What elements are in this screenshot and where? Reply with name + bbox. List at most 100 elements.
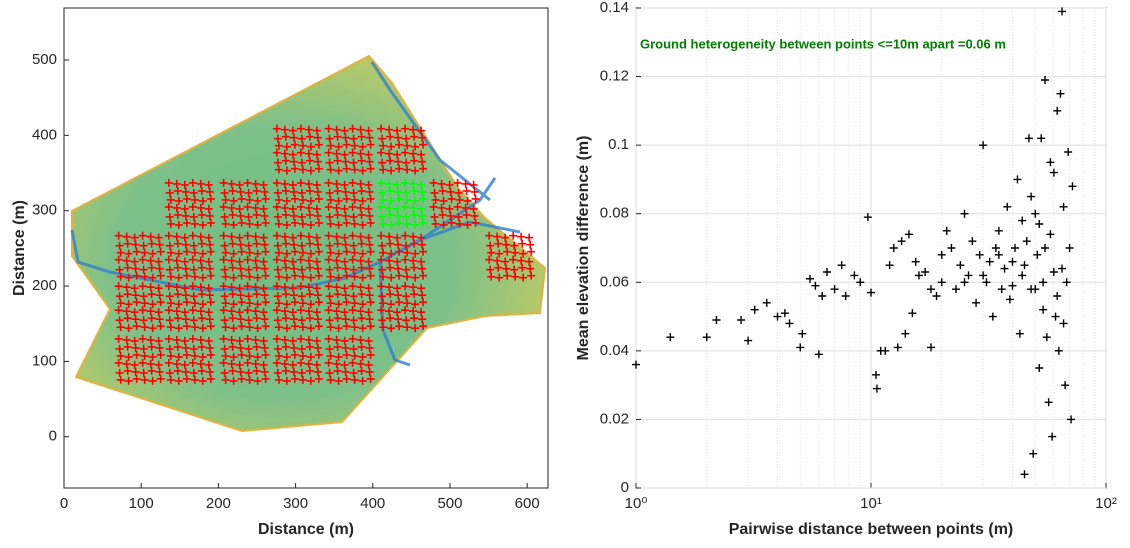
x-tick-label: 200 bbox=[206, 495, 231, 512]
point bbox=[1068, 182, 1077, 191]
y-tick-label: 500 bbox=[32, 51, 57, 68]
point bbox=[841, 292, 850, 300]
point bbox=[964, 271, 973, 280]
x-axis-label: Pairwise distance between points (m) bbox=[729, 521, 1014, 538]
point bbox=[979, 141, 988, 150]
point bbox=[1040, 244, 1049, 252]
point bbox=[773, 312, 782, 321]
plot-cluster bbox=[164, 178, 215, 229]
point bbox=[1039, 278, 1048, 287]
y-tick-label: 0 bbox=[621, 479, 629, 496]
point bbox=[798, 329, 807, 338]
point bbox=[1058, 264, 1067, 273]
point bbox=[1064, 148, 1073, 156]
point bbox=[1037, 134, 1046, 143]
point bbox=[1027, 192, 1036, 201]
point bbox=[1013, 175, 1022, 184]
point bbox=[871, 370, 880, 379]
y-tick-label: 0.02 bbox=[600, 410, 629, 427]
point bbox=[1024, 134, 1033, 143]
point bbox=[780, 309, 789, 318]
point bbox=[988, 312, 997, 321]
point bbox=[1020, 470, 1029, 479]
point bbox=[1054, 346, 1063, 355]
point bbox=[823, 268, 832, 276]
plot-cluster bbox=[219, 334, 270, 385]
point bbox=[1035, 220, 1044, 228]
point bbox=[893, 343, 902, 352]
point bbox=[952, 285, 961, 294]
x-tick-label: 400 bbox=[360, 495, 385, 512]
point bbox=[1018, 216, 1027, 225]
plot-cluster bbox=[114, 282, 165, 333]
plot-cluster bbox=[324, 334, 375, 385]
point bbox=[1053, 292, 1062, 300]
point bbox=[1046, 230, 1055, 239]
plot-cluster bbox=[272, 178, 323, 229]
y-tick-label: 0.08 bbox=[600, 205, 629, 222]
point bbox=[982, 278, 991, 287]
point bbox=[911, 257, 920, 266]
point bbox=[785, 319, 794, 328]
point bbox=[956, 261, 965, 270]
y-tick-label: 0.12 bbox=[600, 68, 629, 85]
point bbox=[632, 360, 640, 369]
y-axis-label: Distance (m) bbox=[11, 200, 28, 296]
point bbox=[889, 244, 898, 252]
plot-cluster bbox=[324, 282, 375, 333]
point bbox=[881, 346, 890, 355]
point bbox=[1067, 415, 1076, 424]
x-tick-label: 300 bbox=[283, 495, 308, 512]
x-tick-label: 500 bbox=[437, 495, 462, 512]
point bbox=[1049, 268, 1058, 276]
plot-cluster bbox=[272, 124, 323, 175]
plot-cluster bbox=[485, 231, 536, 282]
plot-cluster bbox=[219, 282, 270, 333]
point bbox=[867, 288, 875, 297]
point bbox=[1003, 202, 1012, 211]
plot-cluster bbox=[377, 124, 428, 175]
point bbox=[1011, 244, 1019, 252]
point bbox=[960, 209, 969, 218]
point bbox=[1018, 271, 1027, 280]
plot-cluster bbox=[272, 334, 323, 385]
point bbox=[1059, 202, 1068, 211]
plot-cluster bbox=[219, 178, 270, 229]
point bbox=[932, 292, 941, 300]
plot-cluster bbox=[324, 231, 375, 282]
y-tick-label: 0.04 bbox=[600, 342, 629, 359]
point bbox=[926, 343, 935, 352]
point bbox=[926, 285, 935, 294]
plot-cluster bbox=[377, 282, 428, 333]
point bbox=[921, 268, 930, 276]
water-channel bbox=[70, 61, 521, 367]
point bbox=[1020, 261, 1029, 270]
point bbox=[750, 305, 759, 314]
annotation: Ground heterogeneity between points <=10… bbox=[640, 36, 1006, 51]
y-tick-label: 400 bbox=[32, 126, 57, 143]
point bbox=[1035, 364, 1044, 372]
x-tick-label: 10² bbox=[1095, 495, 1117, 512]
point bbox=[737, 316, 746, 324]
point bbox=[805, 274, 814, 283]
y-tick-label: 0 bbox=[49, 428, 57, 445]
point bbox=[762, 298, 771, 307]
point bbox=[947, 244, 956, 252]
point bbox=[1005, 295, 1014, 304]
y-tick-label: 200 bbox=[32, 277, 57, 294]
x-tick-label: 10¹ bbox=[860, 495, 882, 512]
y-tick-label: 0.14 bbox=[600, 0, 629, 16]
point bbox=[1015, 329, 1024, 338]
point bbox=[830, 285, 839, 294]
plot-cluster bbox=[324, 124, 375, 175]
point bbox=[1039, 305, 1048, 314]
point bbox=[872, 384, 881, 393]
x-axis-label: Distance (m) bbox=[258, 521, 354, 538]
point bbox=[814, 350, 823, 359]
plot-cluster bbox=[219, 231, 270, 282]
point bbox=[796, 343, 805, 352]
point bbox=[994, 226, 1003, 235]
point bbox=[1044, 398, 1053, 407]
plot-cluster bbox=[272, 231, 323, 282]
